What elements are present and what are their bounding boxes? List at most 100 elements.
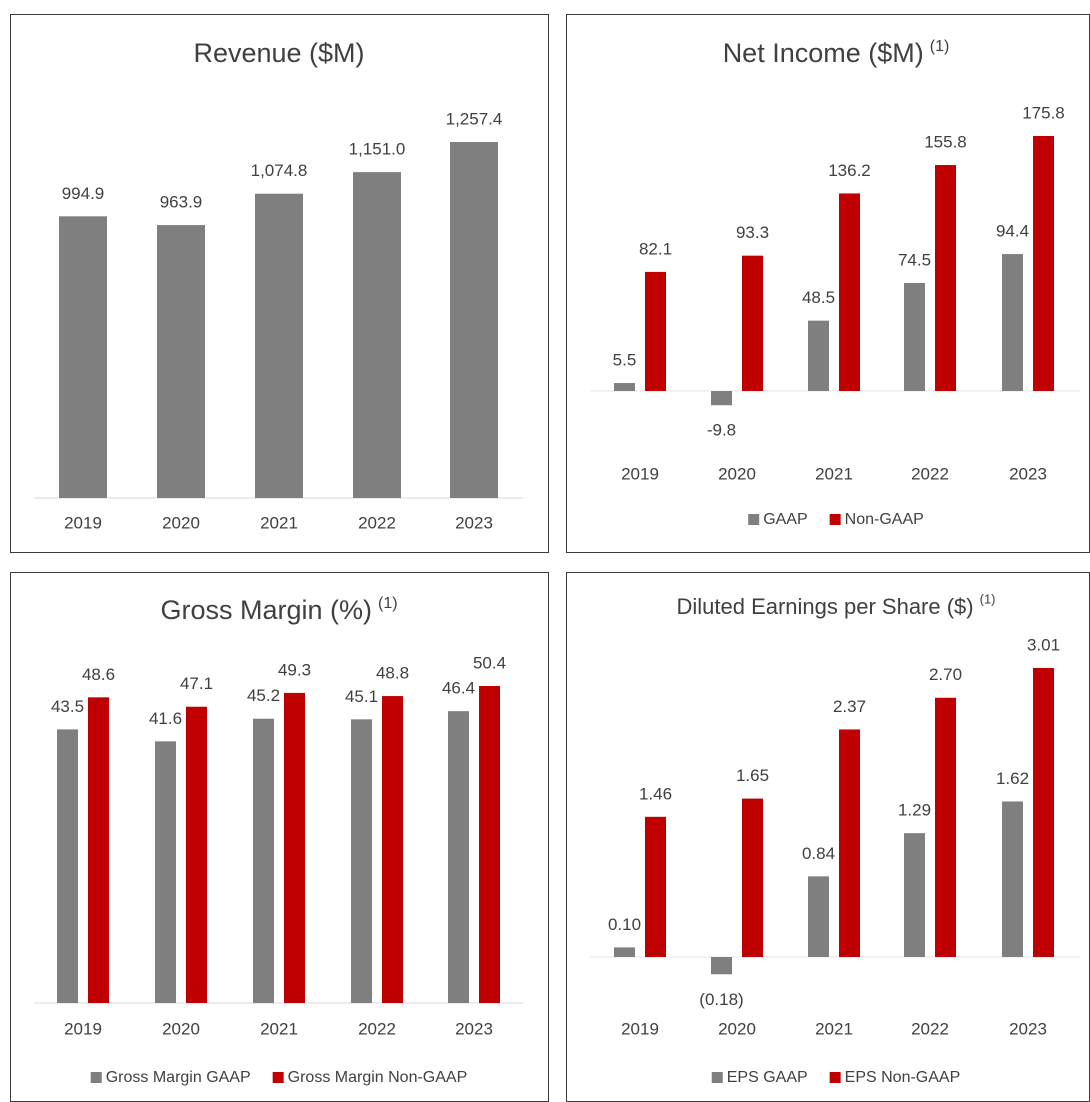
- data-label: 136.2: [828, 161, 871, 180]
- data-label: 48.5: [802, 288, 835, 307]
- data-label: 50.4: [473, 653, 506, 672]
- legend-swatch: [272, 1072, 284, 1083]
- x-tick-label: 2022: [358, 513, 396, 532]
- data-label: 1.65: [736, 766, 769, 785]
- bar: [59, 216, 107, 499]
- bar: [253, 718, 274, 1003]
- legend-label: Gross Margin Non-GAAP: [288, 1069, 468, 1086]
- legend-swatch: [711, 1072, 723, 1083]
- chart-title: Gross Margin (%): [160, 595, 372, 625]
- data-label: 82.1: [639, 239, 672, 258]
- bar: [645, 816, 666, 957]
- data-label: 994.9: [62, 184, 105, 203]
- data-label: 2.70: [929, 665, 962, 684]
- x-tick-label: 2020: [162, 513, 200, 532]
- legend-swatch: [748, 514, 760, 525]
- bar: [479, 686, 500, 1003]
- x-tick-label: 2019: [64, 1019, 102, 1038]
- title-note: (1): [930, 38, 950, 55]
- x-tick-label: 2023: [455, 513, 493, 532]
- data-label: 1.62: [996, 769, 1029, 788]
- bar: [353, 172, 401, 498]
- bar: [742, 798, 763, 957]
- x-tick-label: 2020: [718, 464, 756, 483]
- bar: [614, 947, 635, 957]
- data-label: 74.5: [898, 250, 931, 269]
- x-tick-label: 2021: [260, 1019, 298, 1038]
- bar: [1002, 254, 1023, 391]
- bar: [284, 692, 305, 1003]
- data-label: 1,074.8: [251, 161, 308, 180]
- data-label: 46.4: [442, 679, 475, 698]
- bar: [904, 282, 925, 391]
- data-label: 41.6: [149, 709, 182, 728]
- bar: [57, 729, 78, 1003]
- bar: [450, 142, 498, 498]
- x-tick-label: 2019: [64, 513, 102, 532]
- data-label: 1,151.0: [349, 140, 406, 159]
- data-label: -9.8: [707, 421, 736, 440]
- data-label: 48.8: [376, 664, 409, 683]
- data-label: 49.3: [278, 660, 311, 679]
- data-label: 2.37: [833, 697, 866, 716]
- bar: [155, 741, 176, 1003]
- bar: [904, 833, 925, 957]
- bar: [742, 255, 763, 391]
- bar: [614, 383, 635, 391]
- x-tick-label: 2022: [911, 464, 949, 483]
- legend-label: EPS Non-GAAP: [845, 1069, 961, 1086]
- chart-title: Net Income ($M): [723, 38, 924, 68]
- x-tick-label: 2020: [162, 1019, 200, 1038]
- bar: [1033, 668, 1054, 957]
- bar: [808, 320, 829, 391]
- legend-label: EPS GAAP: [727, 1069, 808, 1086]
- legend-label: Gross Margin GAAP: [106, 1069, 251, 1086]
- data-label: 94.4: [996, 222, 1029, 241]
- data-label: 48.6: [82, 665, 115, 684]
- bar: [711, 391, 732, 406]
- bar: [839, 729, 860, 957]
- bar: [808, 876, 829, 957]
- x-tick-label: 2019: [621, 464, 659, 483]
- bar: [382, 696, 403, 1003]
- bar: [935, 165, 956, 391]
- legend-swatch: [829, 1072, 841, 1083]
- data-label: 175.8: [1022, 103, 1065, 122]
- chart-title: Diluted Earnings per Share ($): [676, 594, 973, 619]
- data-label: 1.46: [639, 784, 672, 803]
- data-label: 3.01: [1027, 635, 1060, 654]
- x-tick-label: 2019: [621, 1019, 659, 1038]
- x-tick-label: 2022: [911, 1019, 949, 1038]
- x-tick-label: 2021: [815, 1019, 853, 1038]
- data-label: 45.2: [247, 686, 280, 705]
- data-label: (0.18): [699, 990, 743, 1009]
- data-label: 963.9: [160, 193, 203, 212]
- bar: [448, 711, 469, 1003]
- bar: [645, 271, 666, 391]
- chart-title: Revenue ($M): [193, 38, 364, 68]
- bar: [351, 719, 372, 1003]
- legend-label: GAAP: [763, 511, 807, 528]
- title-note: (1): [980, 591, 996, 606]
- bar: [839, 193, 860, 391]
- data-label: 45.1: [345, 687, 378, 706]
- data-label: 155.8: [924, 132, 967, 151]
- data-label: 1,257.4: [446, 109, 503, 128]
- data-label: 93.3: [736, 223, 769, 242]
- x-tick-label: 2023: [1009, 1019, 1047, 1038]
- bar: [157, 225, 205, 498]
- data-label: 5.5: [613, 351, 637, 370]
- data-label: 1.29: [898, 801, 931, 820]
- legend-label: Non-GAAP: [845, 511, 924, 528]
- legend-swatch: [90, 1072, 102, 1083]
- bar: [1002, 801, 1023, 957]
- bar: [186, 706, 207, 1003]
- bar: [935, 697, 956, 957]
- x-tick-label: 2023: [1009, 464, 1047, 483]
- x-tick-label: 2023: [455, 1019, 493, 1038]
- data-label: 0.84: [802, 844, 835, 863]
- x-tick-label: 2021: [815, 464, 853, 483]
- bar: [88, 697, 109, 1003]
- x-tick-label: 2022: [358, 1019, 396, 1038]
